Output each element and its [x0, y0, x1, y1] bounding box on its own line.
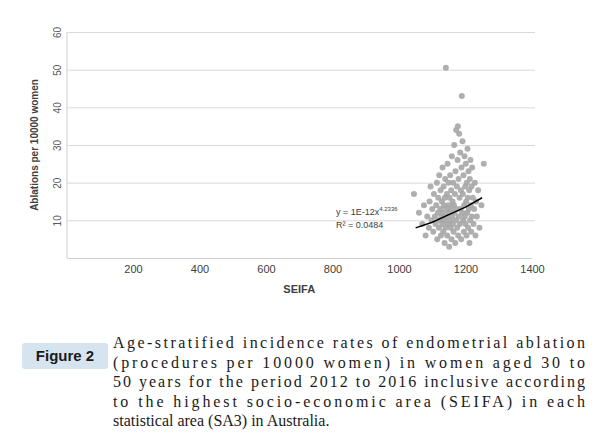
- x-tick-label: 1200: [454, 263, 478, 275]
- x-tick: 200: [124, 258, 142, 275]
- grid-line: [67, 145, 536, 146]
- point: [481, 161, 487, 167]
- point: [434, 180, 440, 186]
- point: [463, 161, 469, 167]
- x-axis-line: [67, 258, 533, 259]
- point: [464, 146, 470, 152]
- point: [440, 165, 446, 171]
- point: [411, 191, 417, 197]
- grid-line: [67, 107, 536, 108]
- point: [467, 157, 473, 163]
- x-tick: 600: [257, 258, 275, 275]
- point: [452, 191, 458, 197]
- point: [451, 142, 457, 148]
- x-tick-label: 400: [191, 263, 209, 275]
- point: [436, 172, 442, 178]
- equation-exponent: 4.2336: [379, 206, 398, 212]
- point: [470, 221, 476, 227]
- point: [449, 153, 455, 159]
- point: [474, 214, 480, 220]
- point: [423, 232, 429, 238]
- x-tick-label: 1400: [520, 263, 544, 275]
- y-tick-label: 30: [52, 140, 63, 152]
- equation-text: y = 1E-12x: [336, 207, 380, 217]
- point: [445, 161, 451, 167]
- point: [416, 210, 422, 216]
- trend-line: [416, 198, 483, 228]
- point: [428, 183, 434, 189]
- point: [459, 93, 465, 99]
- y-tick: 60: [52, 27, 535, 39]
- y-tick-label: 50: [52, 64, 63, 76]
- point: [469, 165, 475, 171]
- point: [466, 240, 472, 246]
- x-tick-label: 200: [124, 263, 142, 275]
- caption-line: to the highest socio-economic area (SEIF…: [113, 393, 585, 411]
- point: [476, 225, 482, 231]
- y-tick: 20: [52, 177, 535, 189]
- point: [460, 138, 466, 144]
- point: [430, 229, 436, 235]
- x-tick-label: 600: [257, 263, 275, 275]
- point: [458, 236, 464, 242]
- point: [462, 153, 468, 159]
- caption-line: (procedures per 10000 women) in women ag…: [113, 354, 585, 372]
- x-axis-title: SEIFA: [283, 283, 315, 295]
- point: [447, 172, 453, 178]
- point: [472, 232, 478, 238]
- point: [446, 244, 452, 250]
- x-tick: 1400: [520, 258, 544, 275]
- point: [471, 206, 477, 212]
- point: [455, 123, 461, 129]
- point: [463, 232, 469, 238]
- point: [441, 183, 447, 189]
- y-tick-label: 40: [52, 102, 63, 114]
- point: [442, 240, 448, 246]
- x-tick: 1200: [454, 258, 478, 275]
- y-axis: 10 20 30 40 50 60: [52, 27, 535, 259]
- x-tick-label: 1000: [387, 263, 411, 275]
- point: [427, 199, 433, 205]
- point: [461, 172, 467, 178]
- y-axis-title: Ablations per 10000 women: [29, 79, 40, 211]
- point: [453, 168, 459, 174]
- plot-area: [411, 65, 487, 250]
- point: [460, 191, 466, 197]
- point: [456, 131, 462, 137]
- x-tick: 1000: [387, 258, 411, 275]
- figure: 10 20 30 40 50 60 200 400 600 800 1000 1200 1400 SEIF…: [0, 0, 595, 433]
- x-tick-label: 800: [324, 263, 342, 275]
- point: [456, 176, 462, 182]
- y-tick-label: 20: [52, 177, 63, 189]
- y-tick: 40: [52, 102, 535, 114]
- grid-line: [67, 70, 536, 71]
- y-tick-label: 10: [52, 215, 63, 227]
- point: [478, 202, 484, 208]
- caption-line: Age-stratified incidence rates of endome…: [113, 334, 585, 352]
- caption-line: statistical area (SA3) in Australia.: [113, 412, 329, 430]
- point: [452, 240, 458, 246]
- r-squared: R² = 0.0484: [336, 220, 383, 230]
- equation: y = 1E-12x4.2336: [336, 206, 398, 217]
- x-tick: 400: [191, 258, 209, 275]
- caption-line: 50 years for the period 2012 to 2016 inc…: [113, 373, 585, 391]
- point: [467, 176, 473, 182]
- y-tick: 50: [52, 64, 535, 76]
- point: [443, 65, 449, 71]
- x-tick: 800: [324, 258, 342, 275]
- point: [455, 157, 461, 163]
- point: [472, 180, 478, 186]
- y-tick-label: 60: [52, 27, 63, 39]
- figure-label: Figure 2: [36, 347, 94, 364]
- figure-label-box: [22, 343, 108, 369]
- scatter-points: [411, 65, 487, 250]
- grid-line: [67, 32, 536, 33]
- point: [475, 187, 481, 193]
- point: [421, 202, 427, 208]
- x-axis: 200 400 600 800 1000 1200 1400: [67, 258, 545, 275]
